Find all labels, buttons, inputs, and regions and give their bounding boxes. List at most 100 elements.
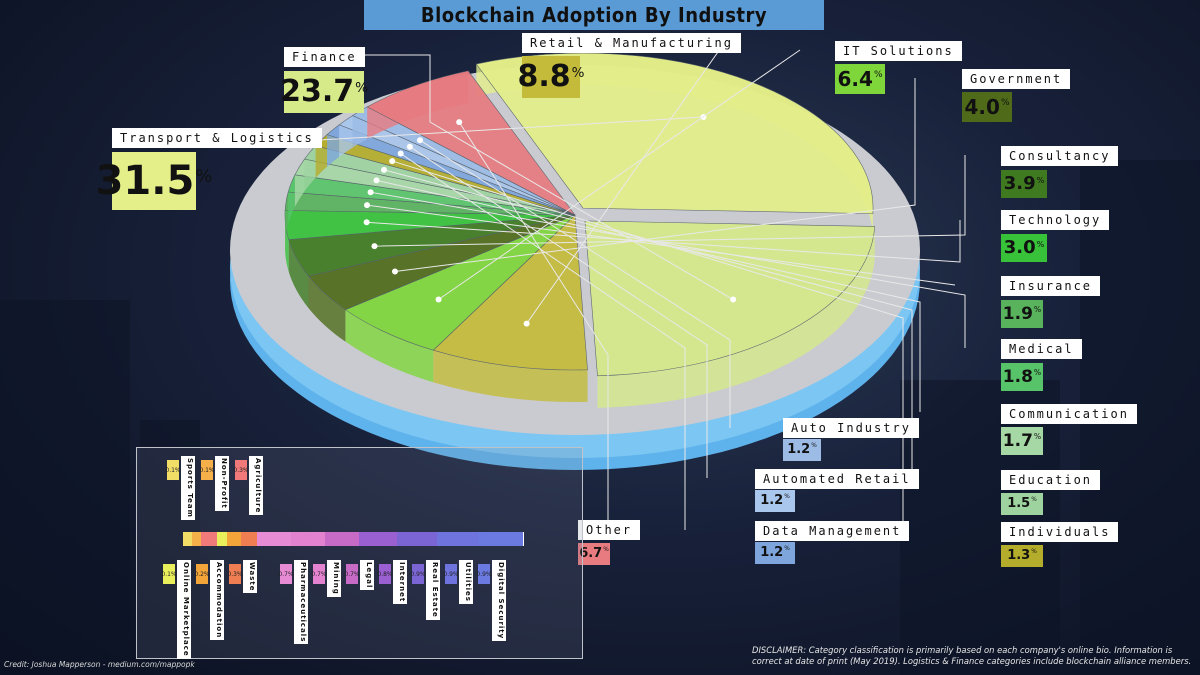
pie-slice-side <box>308 276 346 342</box>
leader-dot <box>373 177 380 184</box>
slice-label: Consultancy <box>1001 146 1119 166</box>
slice-label: Individuals <box>1001 522 1119 542</box>
other-category-label: Digital Security <box>492 560 506 642</box>
percent-sign: % <box>1036 239 1045 249</box>
slice-value: 1.9% <box>1001 300 1043 328</box>
slice-label: Retail & Manufacturing <box>522 33 741 53</box>
other-breakdown-panel: Sports Team 0.1% Non-Profit 0.1% Agriculture… <box>136 447 583 659</box>
other-bar-segment <box>359 532 398 546</box>
other-category-label: Waste <box>243 560 257 594</box>
leader-dot <box>367 189 374 196</box>
leader-dot <box>371 243 378 250</box>
slice-label: Education <box>1001 470 1101 490</box>
other-bar-segment <box>437 532 480 546</box>
other-category-label: Legal <box>360 560 374 591</box>
slice-label: Finance <box>284 47 365 67</box>
other-category-value: 0.7% <box>278 564 294 584</box>
slice-value-number: 1.2 <box>760 545 784 560</box>
leader-line <box>392 160 904 530</box>
other-category-value: 0.7% <box>344 564 360 584</box>
leader-line <box>370 191 966 348</box>
other-category-value: 0.7% <box>311 564 327 584</box>
slice-value-number: 6.7 <box>579 546 603 561</box>
other-category-label: Agriculture <box>249 456 263 516</box>
title-banner: Blockchain Adoption By Industry <box>364 0 824 30</box>
leader-dot <box>397 150 404 157</box>
other-category-value: 0.2% <box>194 564 210 584</box>
slice-value: 31.5% <box>96 152 212 210</box>
slice-value-number: 4.0 <box>964 95 1000 119</box>
other-bar-segment <box>325 532 360 546</box>
percent-sign: % <box>1033 368 1042 377</box>
slice-label: Insurance <box>1001 276 1101 296</box>
slice-label: Transport & Logistics <box>112 128 322 148</box>
pie-slice <box>366 70 576 216</box>
other-bar-segment <box>257 532 292 546</box>
leader-line <box>364 54 734 300</box>
leader-line <box>400 153 686 530</box>
slice-value: 1.3% <box>1001 545 1043 567</box>
leader-dot <box>435 296 442 303</box>
percent-sign: % <box>1033 432 1042 441</box>
slice-value: 1.7% <box>1001 427 1043 455</box>
slice-value-number: 1.2 <box>760 493 784 508</box>
other-bar-segment <box>397 532 438 546</box>
leader-dot <box>364 202 371 209</box>
slice-value-number: 1.9 <box>1002 304 1033 324</box>
other-category-value: 0.8% <box>377 564 393 584</box>
other-bar-segment <box>291 532 326 546</box>
pie-slice <box>432 214 588 371</box>
other-category-value: 0.3% <box>227 564 243 584</box>
slice-label: Government <box>962 69 1071 89</box>
slice-value-number: 1.5 <box>1007 496 1031 511</box>
slice-label: Automated Retail <box>755 469 919 489</box>
slice-value-number: 1.2 <box>787 442 811 457</box>
leader-line <box>366 220 961 263</box>
other-category-label: Utilities <box>459 560 473 604</box>
slice-value-number: 31.5 <box>95 158 195 204</box>
other-bar-segment <box>227 532 242 546</box>
slice-value: 1.2% <box>755 490 795 512</box>
percent-sign: % <box>195 166 213 187</box>
slice-value-number: 8.8 <box>517 59 571 94</box>
credit-text: Credit: Joshua Mapperson - medium.com/ma… <box>4 660 195 669</box>
leader-line <box>419 139 731 428</box>
pie-slice <box>344 214 576 351</box>
slice-value: 4.0% <box>962 92 1012 122</box>
slice-value-number: 6.4 <box>837 67 873 91</box>
slice-value-number: 23.7 <box>280 74 355 109</box>
percent-sign: % <box>603 547 609 553</box>
other-bar-segment <box>479 532 524 546</box>
slice-value: 6.4% <box>835 64 885 94</box>
pie-slice-side <box>345 309 434 383</box>
percent-sign: % <box>1033 305 1042 314</box>
percent-sign: % <box>784 494 790 500</box>
slice-value-number: 1.7 <box>1002 431 1033 451</box>
other-category-label: Internet <box>393 560 407 605</box>
disclaimer-text: DISCLAIMER: Category classification is p… <box>752 645 1192 666</box>
slice-label: Technology <box>1001 210 1110 230</box>
leader-dot <box>416 137 423 144</box>
pie-slice-side <box>597 226 875 408</box>
slice-value-number: 1.3 <box>1007 548 1031 563</box>
slice-label: Auto Industry <box>783 418 919 438</box>
leader-line <box>374 155 966 247</box>
leader-line <box>394 78 916 273</box>
chart-title: Blockchain Adoption By Industry <box>420 3 768 27</box>
leader-dot <box>389 158 396 165</box>
other-category-label: Mining <box>327 560 341 597</box>
percent-sign: % <box>1000 98 1010 108</box>
percent-sign: % <box>1031 549 1037 555</box>
other-category-label: Pharmaceuticals <box>294 560 308 645</box>
other-category-label: Online Marketplace <box>177 560 191 659</box>
percent-sign: % <box>1031 497 1037 503</box>
leader-dot <box>730 296 737 303</box>
percent-sign: % <box>784 546 790 552</box>
percent-sign: % <box>571 65 585 81</box>
other-bar-segment <box>241 532 258 546</box>
leader-line <box>376 179 921 412</box>
leader-line <box>409 146 708 478</box>
other-bar-segment <box>201 532 218 546</box>
